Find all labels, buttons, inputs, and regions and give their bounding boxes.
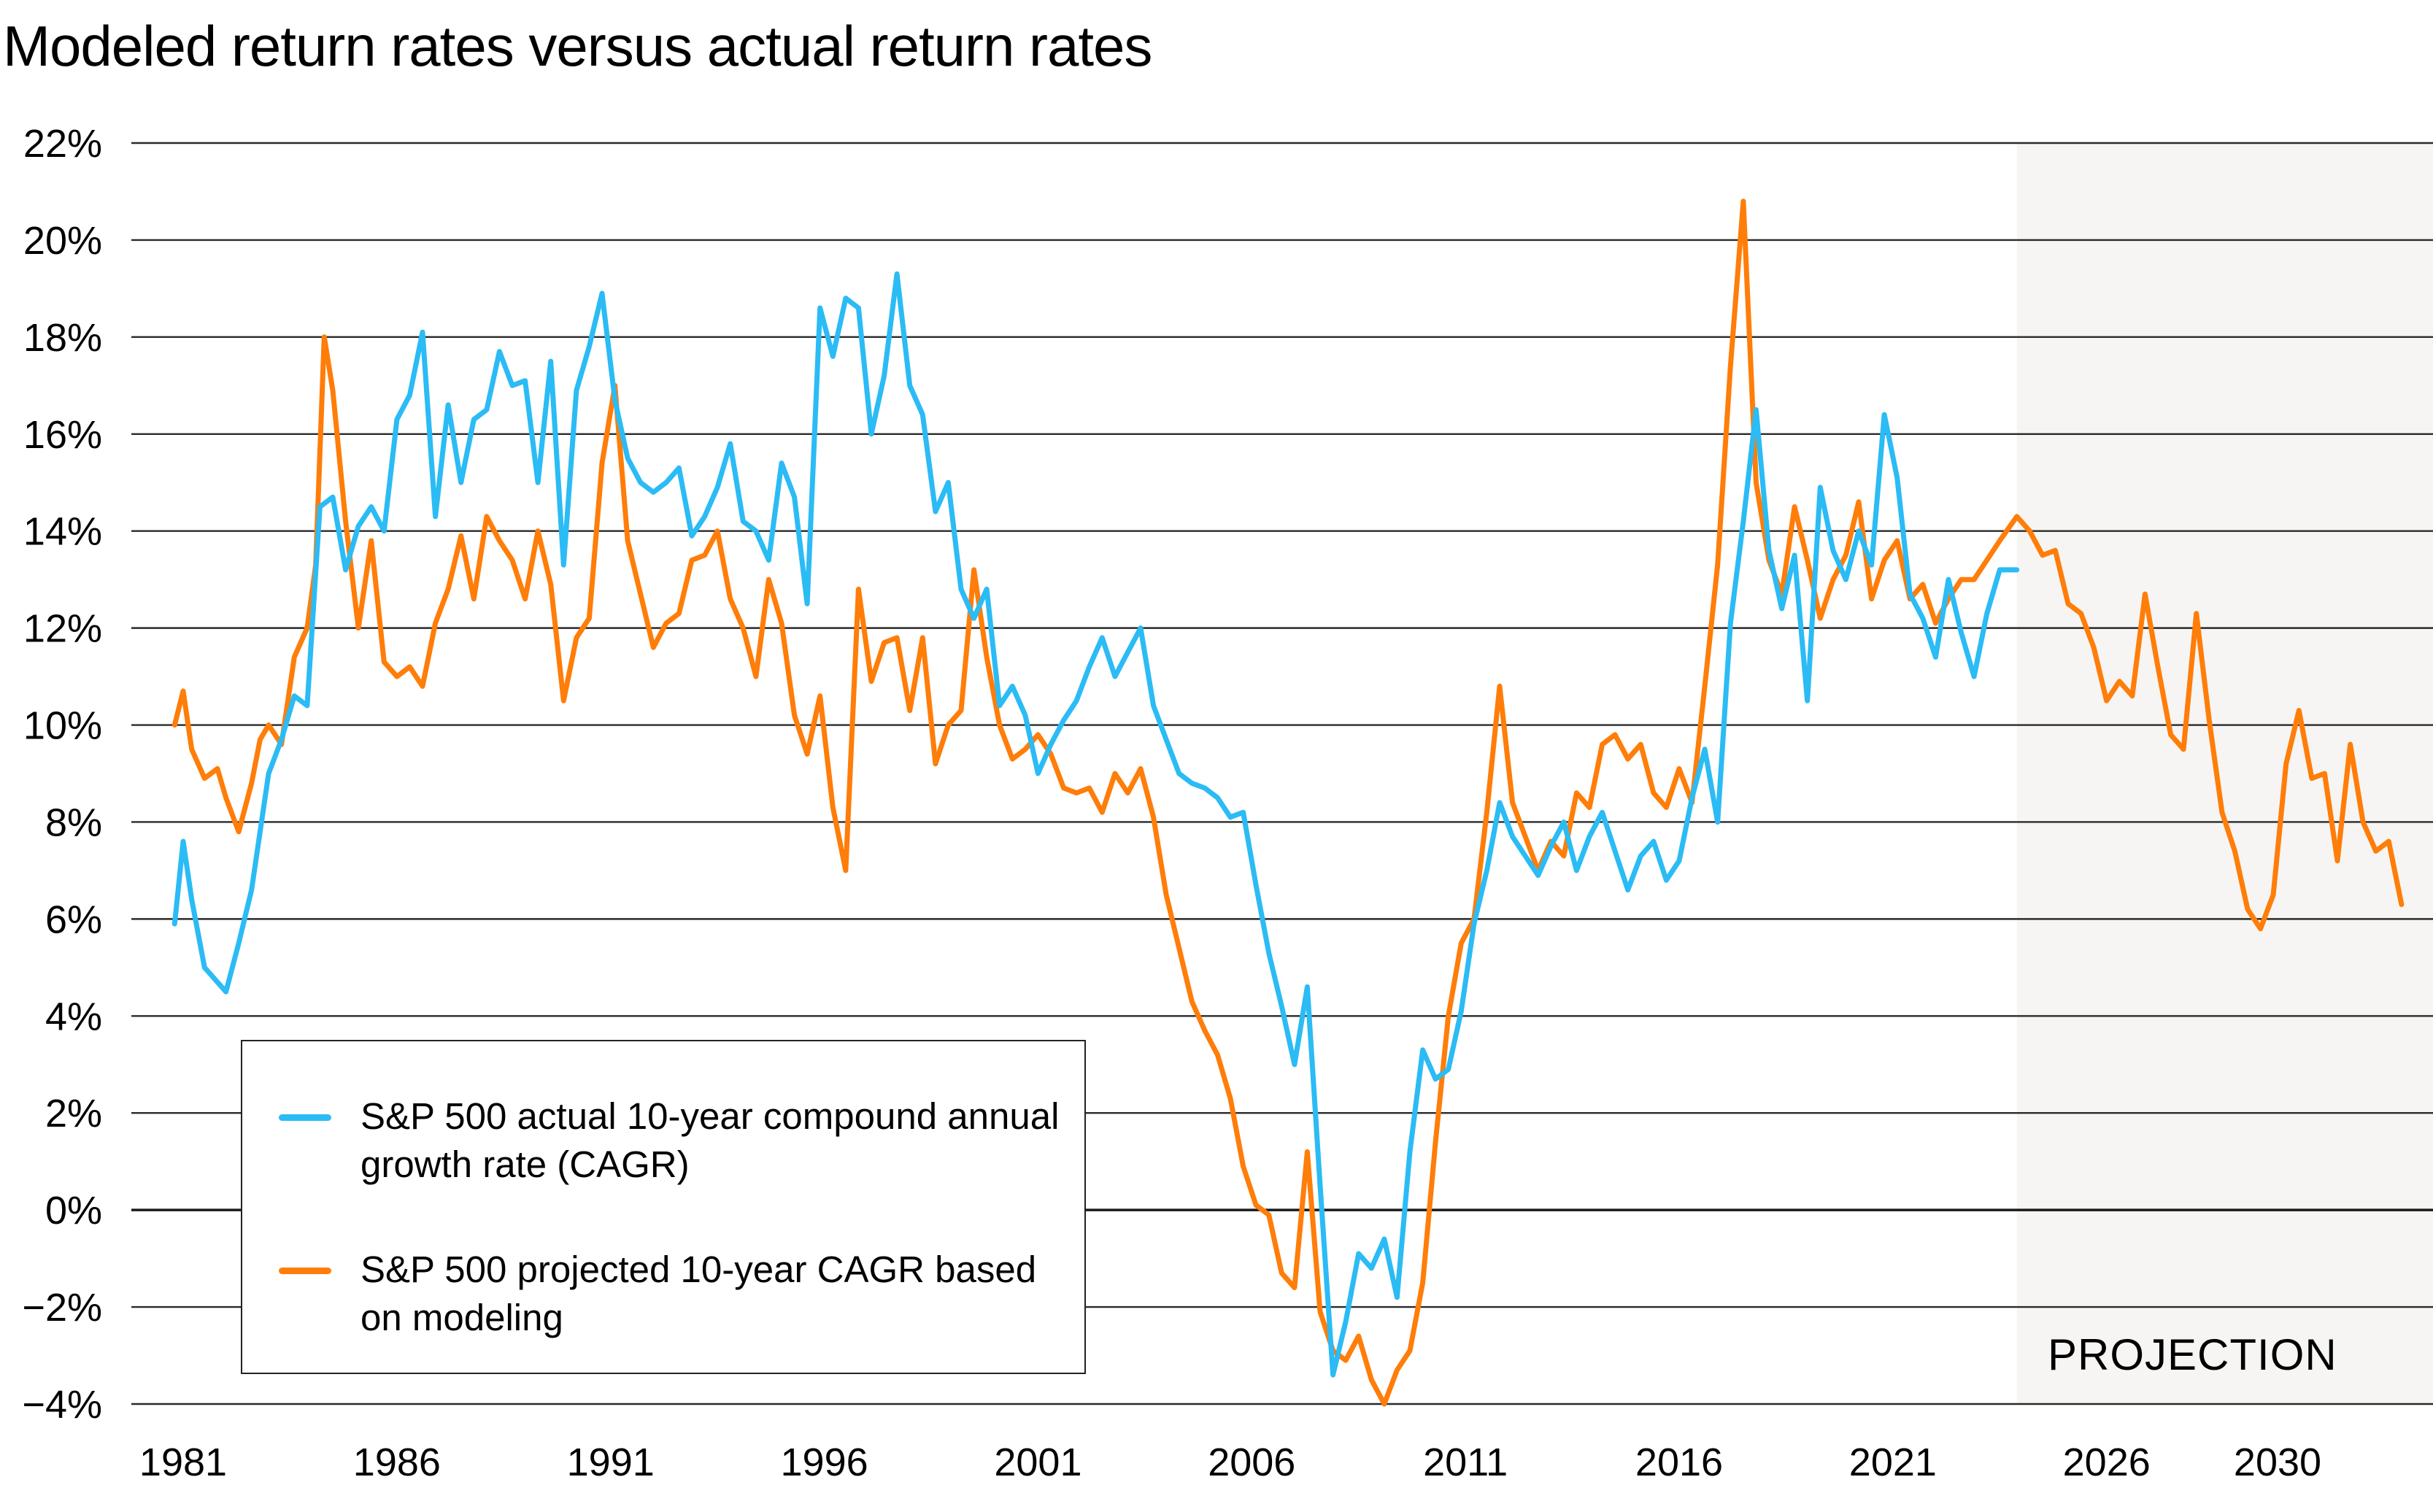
- legend-label-actual: S&P 500 actual 10-year compound annual g…: [360, 1095, 1060, 1185]
- series-line-actual: [171, 271, 2020, 1378]
- x-tick-label: 2006: [1208, 1440, 1295, 1484]
- projection-region: [2016, 143, 2433, 1405]
- y-tick-label: 12%: [23, 607, 102, 651]
- x-tick-label: 2016: [1635, 1440, 1723, 1484]
- y-tick-label: 8%: [45, 801, 102, 844]
- x-tick-label: 2001: [994, 1440, 1081, 1484]
- y-tick-label: 4%: [45, 995, 102, 1038]
- series-line-projected: [171, 198, 2405, 1407]
- x-tick-label: 2030: [2234, 1440, 2321, 1484]
- legend-label-projected: S&P 500 projected 10-year CAGR based on …: [360, 1249, 1037, 1338]
- x-tick-label: 1991: [567, 1440, 655, 1484]
- x-tick-label: 1996: [781, 1440, 868, 1484]
- legend-item-actual: S&P 500 actual 10-year compound annual g…: [279, 1092, 1061, 1189]
- y-tick-label: −4%: [22, 1383, 102, 1427]
- legend-swatch-projected: [279, 1268, 331, 1274]
- y-tick-label: 18%: [23, 316, 102, 360]
- y-tick-label: 6%: [45, 898, 102, 941]
- legend-item-projected: S&P 500 projected 10-year CAGR based on …: [279, 1246, 1061, 1342]
- y-tick-label: 20%: [23, 219, 102, 263]
- x-tick-label: 2011: [1423, 1440, 1508, 1484]
- y-tick-label: 14%: [23, 510, 102, 554]
- legend-swatch-actual: [279, 1114, 331, 1121]
- chart-title: Modeled return rates versus actual retur…: [3, 14, 1152, 78]
- legend: S&P 500 actual 10-year compound annual g…: [241, 1040, 1086, 1374]
- y-tick-label: 22%: [23, 122, 102, 166]
- y-tick-label: 2%: [45, 1092, 102, 1135]
- x-tick-label: 1981: [139, 1440, 227, 1484]
- y-tick-label: −2%: [22, 1286, 102, 1330]
- x-tick-label: 1986: [353, 1440, 441, 1484]
- y-tick-label: 16%: [23, 413, 102, 457]
- y-tick-label: 0%: [45, 1189, 102, 1233]
- projection-label: PROJECTION: [2048, 1330, 2337, 1379]
- y-tick-label: 10%: [23, 704, 102, 748]
- x-tick-label: 2026: [2063, 1440, 2151, 1484]
- x-tick-label: 2021: [1849, 1440, 1937, 1484]
